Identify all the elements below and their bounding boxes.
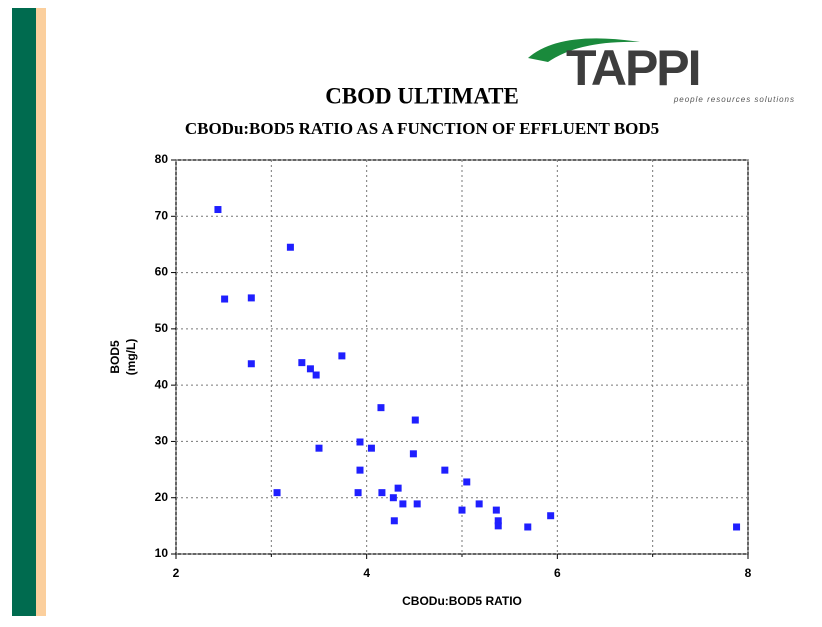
scatter-point [492,506,500,514]
scatter-point [247,360,255,368]
scatter-point [247,294,255,302]
logo-tagline: people resources solutions [673,95,795,104]
y-tick-label: 20 [155,490,169,504]
y-tick-label: 60 [155,265,169,279]
scatter-point [733,523,741,531]
y-axis-label-line: (mg/L) [124,339,138,376]
scatter-point [458,506,466,514]
scatter-point [399,500,407,508]
scatter-point [367,444,375,452]
y-tick-label: 40 [155,377,169,391]
y-axis-label-line: BOD5 [108,340,122,374]
y-axis-label: BOD5 (mg/L) [108,339,138,376]
scatter-point [356,438,364,446]
peach-band [36,8,46,616]
scatter-point [356,466,364,474]
logo-swoosh [528,38,640,62]
scatter-point [354,489,362,497]
scatter-point [475,500,483,508]
chart-subtitle: CBODu:BOD5 RATIO AS A FUNCTION OF EFFLUE… [185,119,659,138]
scatter-point [214,206,222,214]
scatter-point [413,500,421,508]
y-tick-label: 10 [155,546,169,560]
x-tick-label: 2 [173,566,180,580]
scatter-point [378,489,386,497]
y-tick-label: 80 [155,152,169,166]
scatter-point [547,512,555,520]
x-axis-label: CBODu:BOD5 RATIO [402,594,522,608]
scatter-point [494,517,502,525]
y-tick-label: 70 [155,208,169,222]
scatter-point [306,365,314,373]
scatter-point [390,517,398,525]
x-tick-label: 8 [745,566,752,580]
scatter-point [411,416,419,424]
scatter-point [312,371,320,379]
x-tick-label: 6 [554,566,561,580]
y-tick-label: 50 [155,321,169,335]
scatter-point [463,478,471,486]
y-tick-label: 30 [155,434,169,448]
scatter-point [315,444,323,452]
logo: TAPPI people resources solutions [528,38,795,104]
x-tick-label: 4 [363,566,370,580]
scatter-point [377,404,385,412]
scatter-point [494,522,502,530]
scatter-point [298,359,306,367]
scatter-point [286,243,294,251]
scatter-point [409,450,417,458]
scatter-point [394,484,402,492]
scatter-point [441,466,449,474]
scatter-point [273,489,281,497]
scatter-point [221,295,229,303]
green-band [12,8,36,616]
scatter-point [389,494,397,502]
logo-name: TAPPI [566,40,700,96]
chart-title: CBOD ULTIMATE [325,83,519,108]
scatter-point [338,352,346,360]
scatter-point [524,523,532,531]
